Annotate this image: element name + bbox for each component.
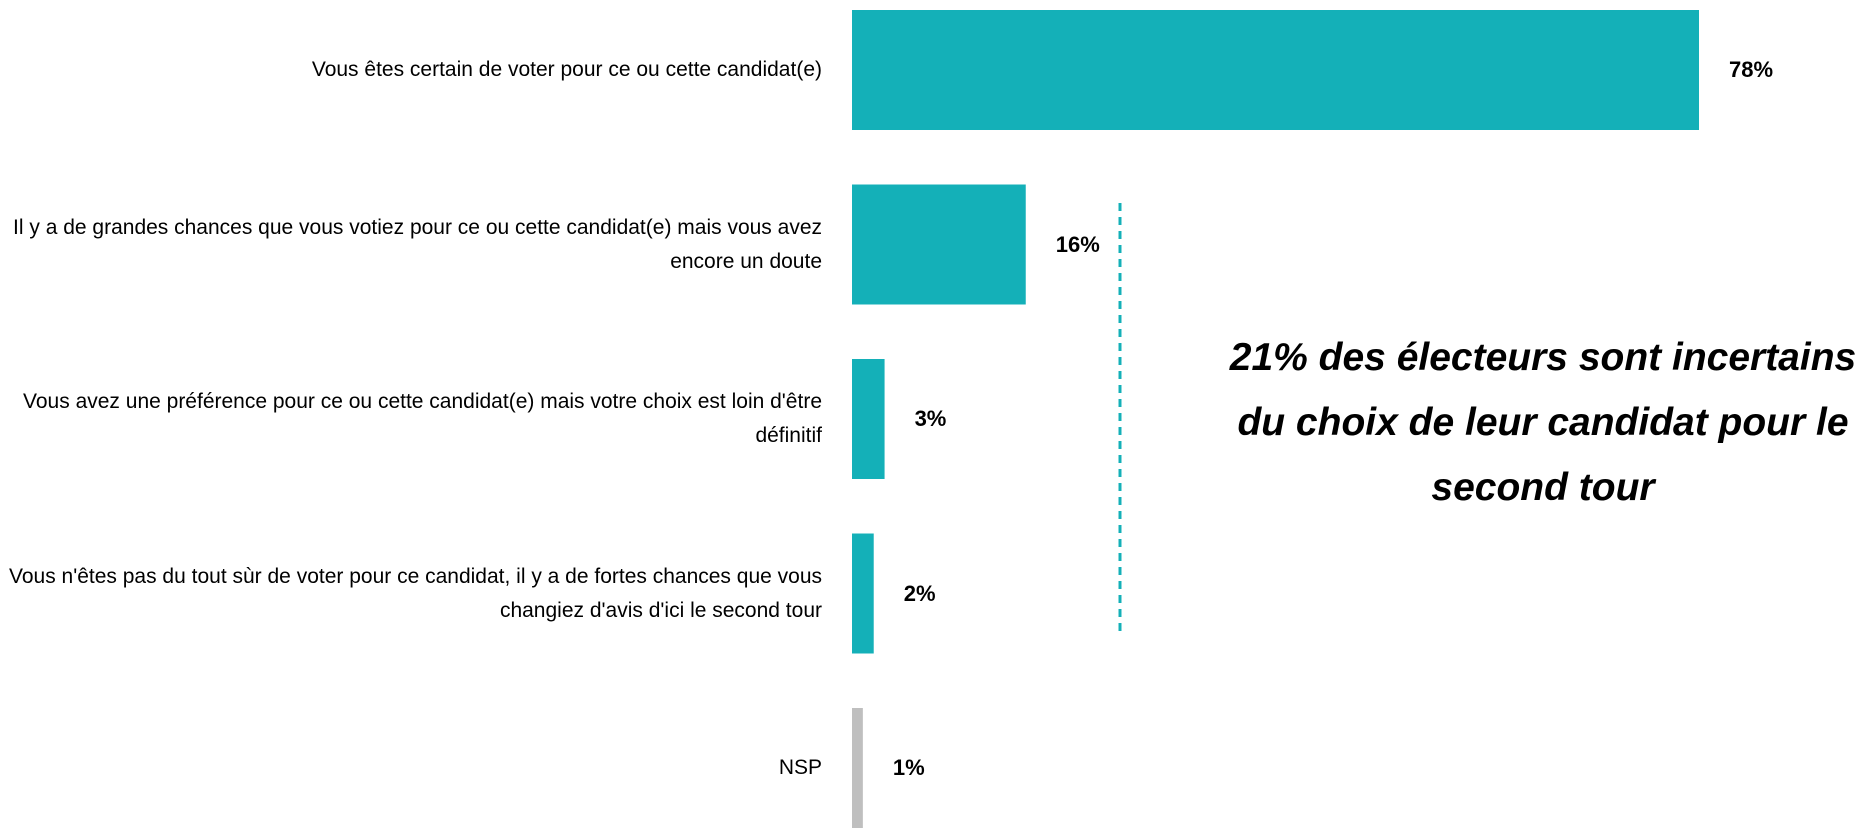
bar (852, 10, 1699, 130)
category-label: Vous n'êtes pas du tout sùr de voter pou… (8, 564, 822, 622)
bar (852, 359, 885, 479)
category-label: NSP (778, 756, 822, 779)
value-label: 16% (1055, 231, 1100, 257)
bar (852, 708, 863, 828)
category-label: Il y a de grandes chances que vous votie… (13, 215, 822, 273)
value-label: 1% (892, 755, 925, 780)
value-label: 78% (1729, 57, 1774, 82)
bar (852, 184, 1026, 305)
category-label: Vous avez une préférence pour ce ou cett… (23, 390, 822, 447)
annotation: 21% des électeurs sont incertains du cho… (1229, 336, 1857, 509)
value-label: 3% (914, 406, 947, 431)
category-label: Vous êtes certain de voter pour ce ou ce… (311, 58, 822, 81)
value-label: 2% (903, 580, 936, 606)
bar (852, 533, 874, 654)
